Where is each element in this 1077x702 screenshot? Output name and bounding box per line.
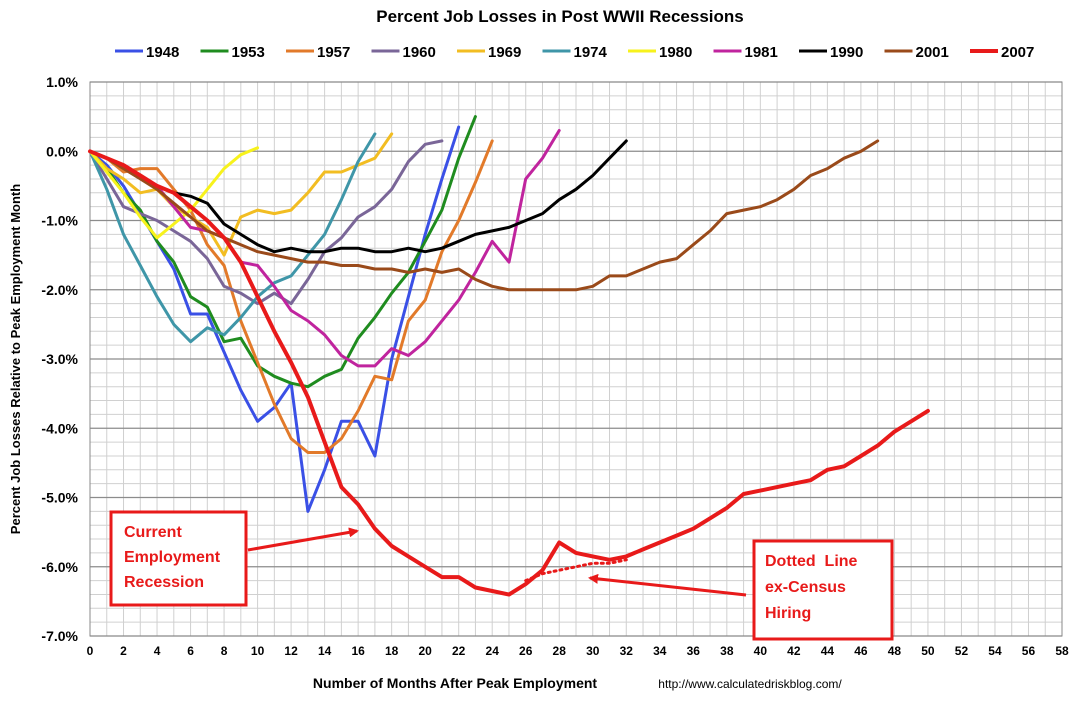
annotation-current-arrow [247,527,359,552]
x-tick-label: 12 [284,644,298,658]
x-tick-label: 10 [251,644,265,658]
legend-label: 1980 [659,44,692,61]
annotation-dotted-box [752,539,894,641]
x-tick-label: 38 [720,644,734,658]
x-tick-label: 22 [452,644,466,658]
x-axis-tick-labels: 0 2 4 6 8 10 12 14 16 18 20 22 24 26 28 30 32 34 36 38 40 42 4… [87,644,1069,658]
x-tick-label: 28 [553,644,567,658]
series-line-1980 [88,146,260,240]
x-tick-label: 42 [787,644,801,658]
annotation-current-line2: Employment [124,549,221,566]
annotation-current-line3: Recession [124,574,204,591]
y-tick-label: -1.0% [41,213,78,229]
annotation-dotted-line2: ex-Census [765,579,846,596]
y-tick-label: 1.0% [46,74,78,90]
y-tick-label: 0.0% [46,143,78,159]
x-tick-label: 6 [187,644,194,658]
y-tick-label: -4.0% [41,420,78,436]
legend-label: 1974 [574,44,608,61]
legend-label: 2007 [1001,44,1034,61]
legend-label: 1981 [745,44,778,61]
legend-item-1974: 1974 [542,44,608,61]
legend-label: 1960 [403,44,436,61]
y-tick-label: -7.0% [41,628,78,644]
y-tick-label: -6.0% [41,559,78,575]
series-line-1969 [88,132,394,257]
x-tick-label: 14 [318,644,332,658]
annotation-dotted-line1: Dotted Line [765,553,858,570]
x-tick-label: 30 [586,644,600,658]
annotation-current-box [109,510,248,607]
legend-label: 1953 [232,44,265,61]
legend-item-1990: 1990 [799,44,863,61]
legend-label: 1948 [146,44,179,61]
legend-label: 1990 [830,44,863,61]
y-tick-label: -2.0% [41,282,78,298]
series-line-1957 [88,139,494,454]
legend-label: 1969 [488,44,521,61]
legend-item-1957: 1957 [286,44,350,61]
legend-item-1969: 1969 [457,44,521,61]
x-tick-label: 32 [620,644,634,658]
series-lines [88,115,930,597]
legend-item-1960: 1960 [371,44,436,61]
x-tick-label: 36 [687,644,701,658]
x-tick-label: 58 [1055,644,1069,658]
x-tick-label: 50 [921,644,935,658]
legend-item-1980: 1980 [628,44,692,61]
x-tick-label: 0 [87,644,94,658]
legend-item-2001: 2001 [884,44,949,61]
x-tick-label: 52 [955,644,969,658]
legend-item-2007: 2007 [970,44,1034,61]
x-tick-label: 44 [821,644,835,658]
x-tick-label: 54 [988,644,1002,658]
y-tick-label: -5.0% [41,490,78,506]
series-line-1974 [88,132,377,344]
annotation-dotted-arrow [588,573,747,597]
annotation-current-line1: Current [124,524,182,541]
x-tick-label: 34 [653,644,667,658]
series-line-2007 [88,149,930,597]
y-axis-label: Percent Job Losses Relative to Peak Empl… [8,184,23,534]
legend-item-1981: 1981 [713,44,778,61]
x-tick-label: 18 [385,644,399,658]
y-axis-tick-labels: 1.0% 0.0% -1.0% -2.0% -3.0% -4.0% -5.0% -6.0% -7… [41,74,78,644]
source-url: http://www.calculatedriskblog.com/ [658,677,842,691]
legend-label: 2001 [916,44,949,61]
x-tick-label: 48 [888,644,902,658]
x-tick-label: 26 [519,644,533,658]
series-line-1990 [88,139,628,254]
x-axis-label: Number of Months After Peak Employment [313,675,598,691]
legend-item-1948: 1948 [115,44,179,61]
x-tick-label: 2 [120,644,127,658]
series-line-1960 [88,139,444,306]
x-tick-label: 4 [154,644,161,658]
plot-area-border [89,81,1063,637]
y-tick-label: -3.0% [41,351,78,367]
chart-title: Percent Job Losses in Post WWII Recessio… [376,7,744,26]
legend: 1948 1953 1957 1960 1969 1974 1980 1981 1990 2001… [115,44,1034,61]
annotation-dotted-line3: Hiring [765,605,811,622]
x-tick-label: 46 [854,644,868,658]
legend-item-1953: 1953 [200,44,265,61]
x-tick-label: 8 [221,644,228,658]
x-tick-label: 16 [351,644,365,658]
x-tick-label: 24 [486,644,500,658]
legend-label: 1957 [317,44,350,61]
x-tick-label: 56 [1022,644,1036,658]
x-tick-label: 40 [754,644,768,658]
x-tick-label: 20 [418,644,432,658]
series-line-ex-census-dotted [524,558,628,583]
